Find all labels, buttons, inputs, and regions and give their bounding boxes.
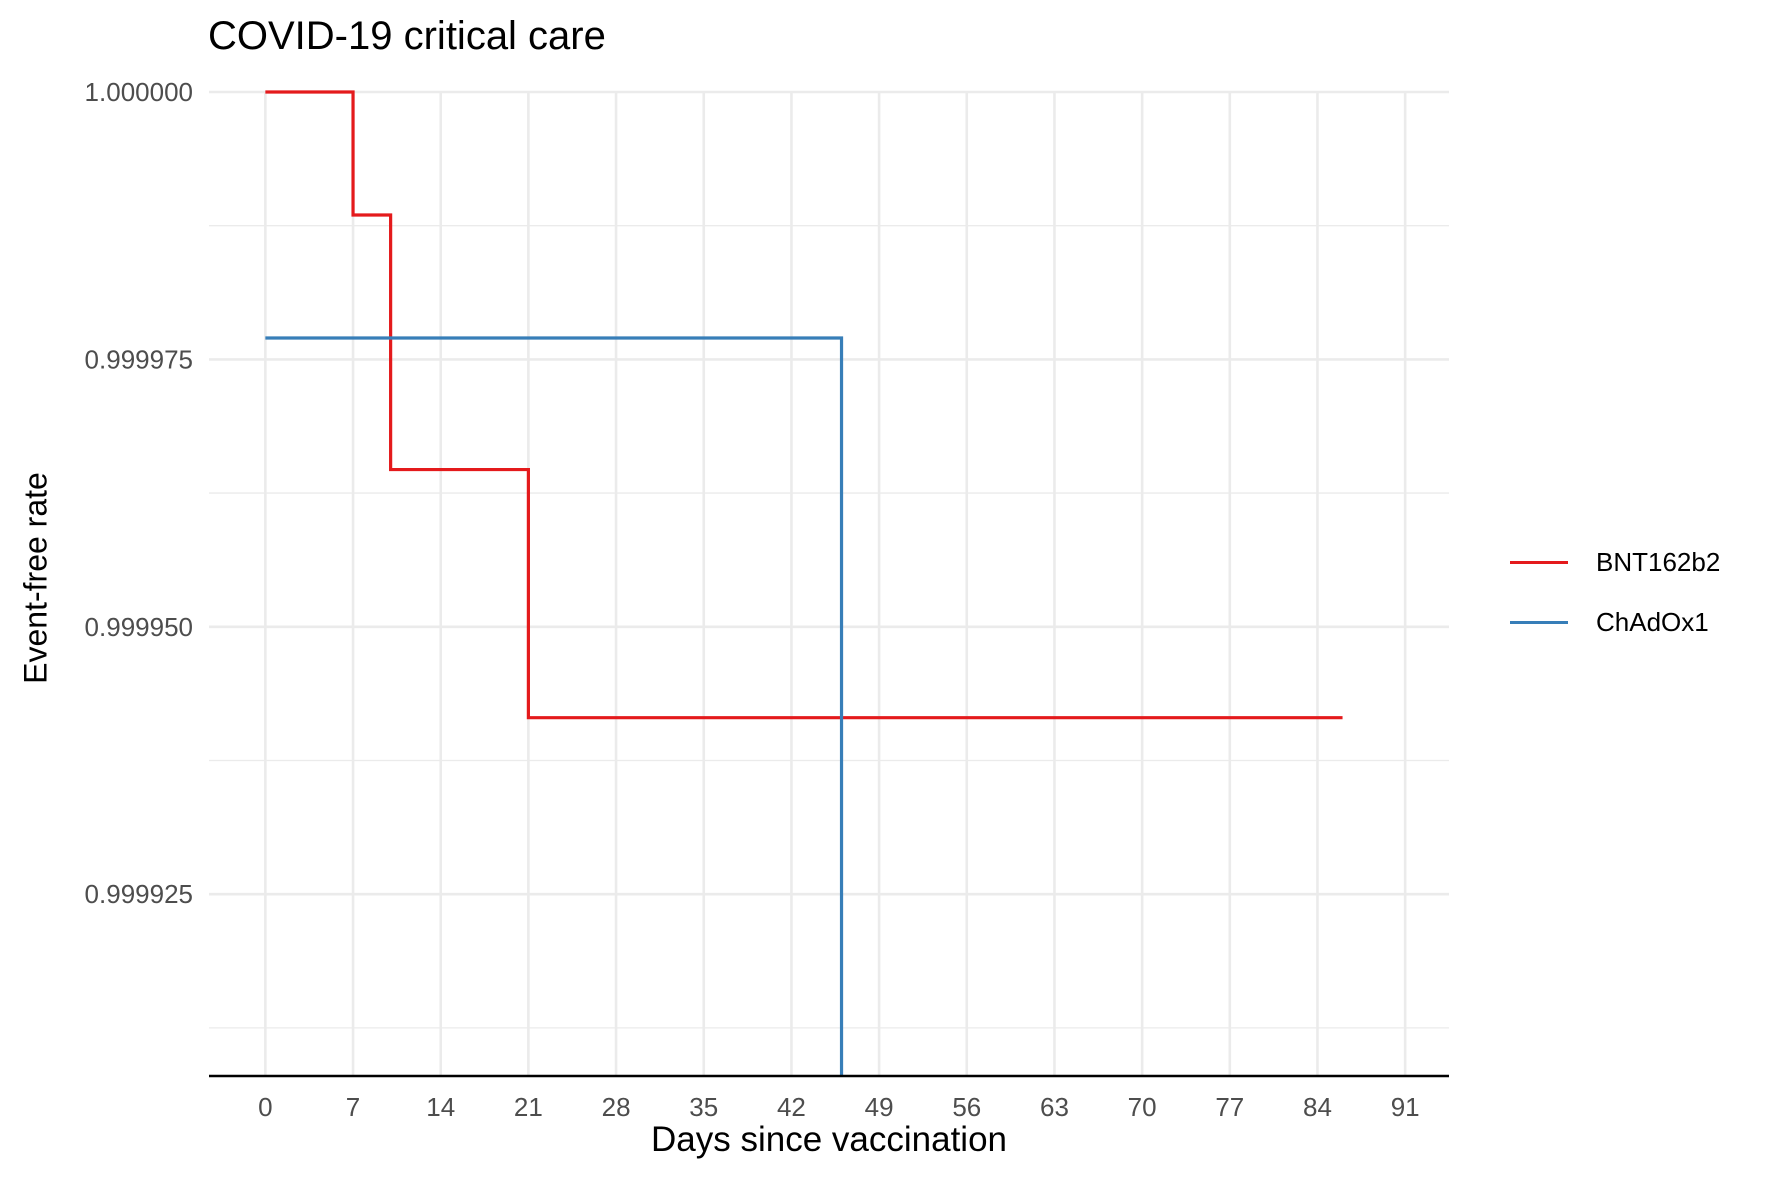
series-line-bnt162b2 [265,90,1343,720]
y-tick-label: 1.000000 [85,77,193,107]
y-axis-title: Event-free rate [17,472,54,684]
legend-item-bnt162b2: BNT162b2 [1510,532,1720,592]
x-tick-label: 63 [1040,1092,1069,1122]
x-tick-label: 49 [865,1092,894,1122]
series-layer [265,90,1343,1076]
legend: BNT162b2 ChAdOx1 [1510,532,1720,652]
x-tick-label: 7 [346,1092,360,1122]
x-axis-title: Days since vaccination [651,1120,1007,1159]
x-tick-label: 84 [1303,1092,1332,1122]
y-tick-label: 0.999925 [85,879,193,909]
major-grid [209,90,1449,1076]
legend-item-chadox1: ChAdOx1 [1510,592,1720,652]
x-tick-label: 28 [602,1092,631,1122]
x-tick-label: 91 [1391,1092,1420,1122]
x-tick-label: 70 [1128,1092,1157,1122]
x-tick-label: 56 [952,1092,981,1122]
x-tick-label: 35 [689,1092,718,1122]
x-tick-label: 0 [258,1092,272,1122]
chart-title: COVID-19 critical care [208,14,606,58]
x-tick-label: 42 [777,1092,806,1122]
legend-key-chadox1 [1510,620,1568,624]
minor-grid [209,225,1449,1029]
legend-label-chadox1: ChAdOx1 [1596,606,1709,637]
x-tick-label: 14 [426,1092,455,1122]
y-tick-label: 0.999950 [85,612,193,642]
series-line-chadox1 [265,336,844,1076]
tick-labels: 0 7 14 21 28 35 42 49 56 63 70 77 84 91 0.999925 0.9999… [85,77,1420,1122]
y-tick-label: 0.999975 [85,344,193,374]
x-tick-label: 77 [1215,1092,1244,1122]
legend-key-bnt162b2 [1510,560,1568,564]
legend-label-bnt162b2: BNT162b2 [1596,546,1721,577]
x-tick-label: 21 [514,1092,543,1122]
